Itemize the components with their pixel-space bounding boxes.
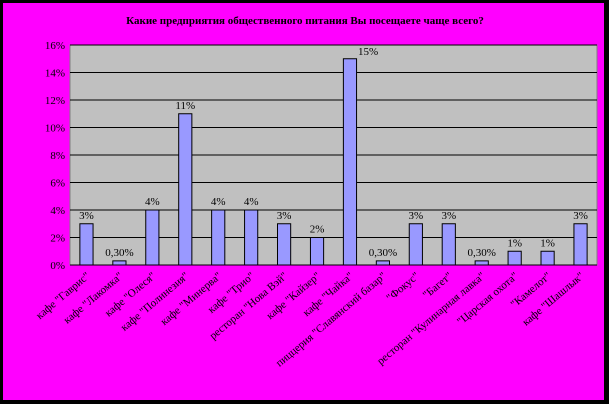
bar [342, 58, 358, 266]
bar [441, 223, 456, 266]
value-label: 3% [409, 210, 424, 222]
y-tick-label: 4% [50, 205, 65, 217]
y-tick-label: 10% [45, 123, 65, 135]
y-tick-label: 2% [50, 233, 65, 245]
y-tick-label: 14% [45, 68, 65, 80]
y-tick-label: 16% [45, 40, 65, 52]
value-label: 3% [573, 210, 588, 222]
y-tick-label: 8% [50, 150, 65, 162]
bar [112, 260, 127, 266]
bar [375, 260, 390, 266]
bar [178, 113, 193, 266]
bar [309, 237, 325, 266]
bar [540, 250, 555, 266]
value-label: 4% [244, 196, 259, 208]
value-label: 1% [540, 237, 555, 249]
bar [145, 209, 160, 266]
bar [408, 223, 423, 266]
value-label: 15% [358, 46, 378, 58]
value-label: 3% [441, 210, 456, 222]
value-label: 0,30% [105, 247, 133, 259]
bar [244, 209, 259, 266]
value-label: 4% [211, 196, 226, 208]
y-tick-label: 0% [50, 260, 65, 272]
value-label: 3% [277, 210, 292, 222]
bar [277, 223, 292, 266]
bar [211, 209, 226, 266]
chart-title: Какие предприятия общественного питания … [126, 15, 484, 27]
value-label: 0,30% [369, 247, 397, 259]
bar [507, 250, 522, 266]
bar [474, 260, 489, 266]
value-label: 0,30% [468, 247, 496, 259]
value-label: 1% [507, 237, 522, 249]
bar [79, 223, 94, 266]
bar [573, 223, 588, 266]
y-tick-label: 12% [45, 95, 65, 107]
value-label: 2% [310, 224, 325, 236]
value-label: 4% [145, 196, 160, 208]
y-tick-label: 6% [50, 178, 65, 190]
value-label: 3% [79, 210, 94, 222]
value-label: 11% [175, 100, 195, 112]
